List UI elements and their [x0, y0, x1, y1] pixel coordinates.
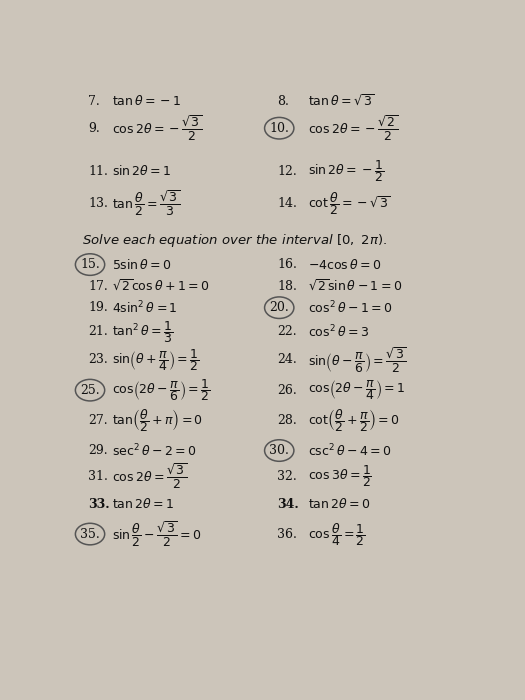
Text: 27.: 27. [88, 414, 108, 427]
Text: 28.: 28. [277, 414, 297, 427]
Text: $\tan\!\left(\dfrac{\theta}{2} + \pi\right) = 0$: $\tan\!\left(\dfrac{\theta}{2} + \pi\rig… [112, 407, 204, 434]
Text: $\csc^2\theta - 4 = 0$: $\csc^2\theta - 4 = 0$ [308, 442, 392, 458]
Text: 9.: 9. [88, 122, 100, 134]
Text: 29.: 29. [88, 444, 108, 457]
Text: 16.: 16. [277, 258, 297, 271]
Text: 18.: 18. [277, 279, 297, 293]
Text: $\tan^2\theta = \dfrac{1}{3}$: $\tan^2\theta = \dfrac{1}{3}$ [112, 319, 174, 345]
Text: 36.: 36. [277, 528, 297, 540]
Text: $\sec^2\theta - 2 = 0$: $\sec^2\theta - 2 = 0$ [112, 442, 197, 458]
Text: 14.: 14. [277, 197, 297, 210]
Text: $5\sin\theta = 0$: $5\sin\theta = 0$ [112, 258, 172, 272]
Text: 13.: 13. [88, 197, 108, 210]
Text: $\cos^2\theta = 3$: $\cos^2\theta = 3$ [308, 323, 369, 340]
Text: $\sin\dfrac{\theta}{2} - \dfrac{\sqrt{3}}{2} = 0$: $\sin\dfrac{\theta}{2} - \dfrac{\sqrt{3}… [112, 519, 202, 549]
Text: 17.: 17. [88, 279, 108, 293]
Text: $\cos\!\left(2\theta - \dfrac{\pi}{6}\right) = \dfrac{1}{2}$: $\cos\!\left(2\theta - \dfrac{\pi}{6}\ri… [112, 377, 211, 403]
Text: $\tan\dfrac{\theta}{2} = \dfrac{\sqrt{3}}{3}$: $\tan\dfrac{\theta}{2} = \dfrac{\sqrt{3}… [112, 189, 181, 218]
Text: $\tan\theta = -1$: $\tan\theta = -1$ [112, 94, 182, 108]
Text: $\sin 2\theta = -\dfrac{1}{2}$: $\sin 2\theta = -\dfrac{1}{2}$ [308, 158, 384, 184]
Text: 21.: 21. [88, 326, 108, 338]
Text: 11.: 11. [88, 164, 108, 178]
Text: 34.: 34. [277, 498, 299, 511]
Text: $\cos^2\theta - 1 = 0$: $\cos^2\theta - 1 = 0$ [308, 300, 392, 316]
Text: 24.: 24. [277, 354, 297, 367]
Text: $\it{Solve\ each\ equation\ over\ the\ interval}$ $[0,\ 2\pi).$: $\it{Solve\ each\ equation\ over\ the\ i… [82, 232, 387, 248]
Text: 30.: 30. [269, 444, 289, 457]
Text: $\cos\!\left(2\theta - \dfrac{\pi}{4}\right) = 1$: $\cos\!\left(2\theta - \dfrac{\pi}{4}\ri… [308, 378, 405, 402]
Text: $\tan 2\theta = 0$: $\tan 2\theta = 0$ [308, 498, 370, 512]
Text: 32.: 32. [277, 470, 297, 483]
Text: $\sin\!\left(\theta + \dfrac{\pi}{4}\right) = \dfrac{1}{2}$: $\sin\!\left(\theta + \dfrac{\pi}{4}\rig… [112, 347, 200, 373]
Text: $\sin 2\theta = 1$: $\sin 2\theta = 1$ [112, 164, 172, 178]
Text: $\cos\dfrac{\theta}{4} = \dfrac{1}{2}$: $\cos\dfrac{\theta}{4} = \dfrac{1}{2}$ [308, 521, 365, 547]
Text: $-4\cos\theta = 0$: $-4\cos\theta = 0$ [308, 258, 381, 272]
Text: 25.: 25. [80, 384, 100, 397]
Text: 20.: 20. [269, 301, 289, 314]
Text: 15.: 15. [80, 258, 100, 271]
Text: 22.: 22. [277, 326, 297, 338]
Text: 7.: 7. [88, 94, 100, 108]
Text: $\cos 2\theta = -\dfrac{\sqrt{3}}{2}$: $\cos 2\theta = -\dfrac{\sqrt{3}}{2}$ [112, 113, 203, 143]
Text: 8.: 8. [277, 94, 289, 108]
Text: 26.: 26. [277, 384, 297, 397]
Text: 10.: 10. [269, 122, 289, 134]
Text: $\cos 2\theta = \dfrac{\sqrt{3}}{2}$: $\cos 2\theta = \dfrac{\sqrt{3}}{2}$ [112, 461, 187, 491]
Text: 23.: 23. [88, 354, 108, 367]
Text: $\sin\!\left(\theta - \dfrac{\pi}{6}\right) = \dfrac{\sqrt{3}}{2}$: $\sin\!\left(\theta - \dfrac{\pi}{6}\rig… [308, 345, 406, 375]
Text: 31.: 31. [88, 470, 108, 483]
Text: $\cos 3\theta = \dfrac{1}{2}$: $\cos 3\theta = \dfrac{1}{2}$ [308, 463, 372, 489]
Text: 35.: 35. [80, 528, 100, 540]
Text: 12.: 12. [277, 164, 297, 178]
Text: $\cos 2\theta = -\dfrac{\sqrt{2}}{2}$: $\cos 2\theta = -\dfrac{\sqrt{2}}{2}$ [308, 113, 398, 143]
Text: $\cot\!\left(\dfrac{\theta}{2} + \dfrac{\pi}{2}\right) = 0$: $\cot\!\left(\dfrac{\theta}{2} + \dfrac{… [308, 407, 400, 434]
Text: 33.: 33. [88, 498, 110, 511]
Text: $\sqrt{2}\cos\theta + 1 = 0$: $\sqrt{2}\cos\theta + 1 = 0$ [112, 279, 210, 294]
Text: $\tan 2\theta = 1$: $\tan 2\theta = 1$ [112, 498, 175, 512]
Text: $\cot\dfrac{\theta}{2} = -\sqrt{3}$: $\cot\dfrac{\theta}{2} = -\sqrt{3}$ [308, 190, 391, 217]
Text: $4\sin^2\theta = 1$: $4\sin^2\theta = 1$ [112, 300, 178, 316]
Text: 19.: 19. [88, 301, 108, 314]
Text: $\sqrt{2}\sin\theta - 1 = 0$: $\sqrt{2}\sin\theta - 1 = 0$ [308, 279, 402, 294]
Text: $\tan\theta = \sqrt{3}$: $\tan\theta = \sqrt{3}$ [308, 94, 374, 108]
